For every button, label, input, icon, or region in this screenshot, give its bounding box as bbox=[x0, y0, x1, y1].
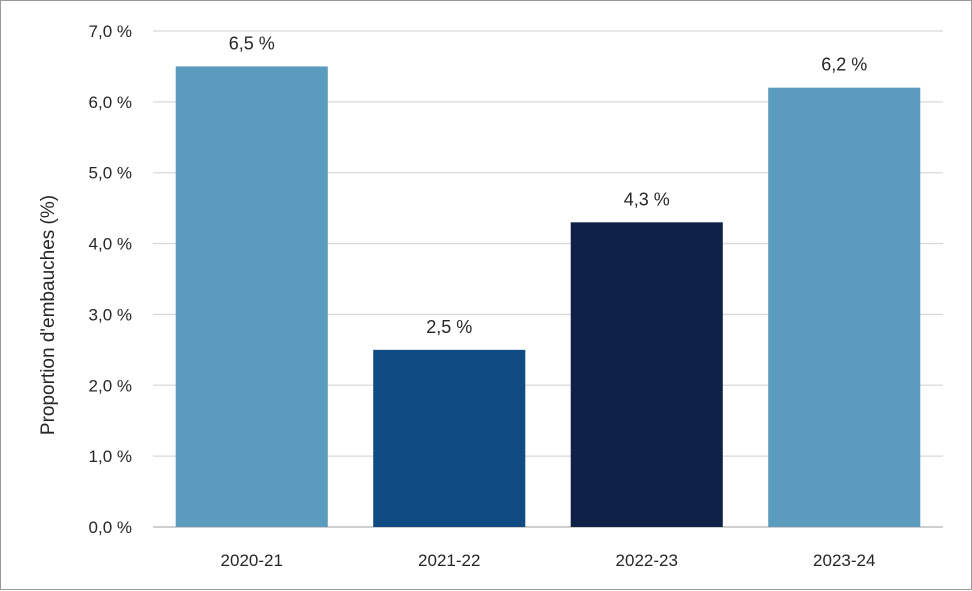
y-tick-label: 6,0 % bbox=[89, 93, 132, 112]
x-tick-label: 2021-22 bbox=[418, 551, 480, 570]
bar bbox=[768, 87, 921, 527]
bar bbox=[175, 66, 328, 527]
y-tick-label: 0,0 % bbox=[89, 518, 132, 537]
y-tick-label: 2,0 % bbox=[89, 376, 132, 395]
x-axis-ticks: 2020-21 2021-22 2022-23 2023-24 bbox=[221, 551, 876, 570]
bars bbox=[175, 66, 921, 528]
y-tick-label: 4,0 % bbox=[89, 235, 132, 254]
y-tick-label: 1,0 % bbox=[89, 447, 132, 466]
x-tick-label: 2022-23 bbox=[616, 551, 678, 570]
bar bbox=[570, 222, 723, 528]
x-tick-label: 2020-21 bbox=[221, 551, 283, 570]
y-tick-label: 3,0 % bbox=[89, 305, 132, 324]
bar bbox=[373, 349, 526, 527]
y-tick-label: 5,0 % bbox=[89, 164, 132, 183]
x-tick-label: 2023-24 bbox=[813, 551, 875, 570]
y-tick-label: 7,0 % bbox=[89, 22, 132, 41]
data-label: 2,5 % bbox=[426, 317, 472, 337]
y-axis-ticks: 0,0 % 1,0 % 2,0 % 3,0 % 4,0 % 5,0 % 6,0 % 7,0 % bbox=[89, 22, 132, 537]
data-label: 6,5 % bbox=[229, 33, 275, 53]
data-labels: 6,5 % 2,5 % 4,3 % 6,2 % bbox=[229, 33, 868, 336]
data-label: 6,2 % bbox=[821, 55, 867, 75]
y-axis-title: Proportion d'embauches (%) bbox=[38, 195, 59, 435]
data-label: 4,3 % bbox=[624, 189, 670, 209]
